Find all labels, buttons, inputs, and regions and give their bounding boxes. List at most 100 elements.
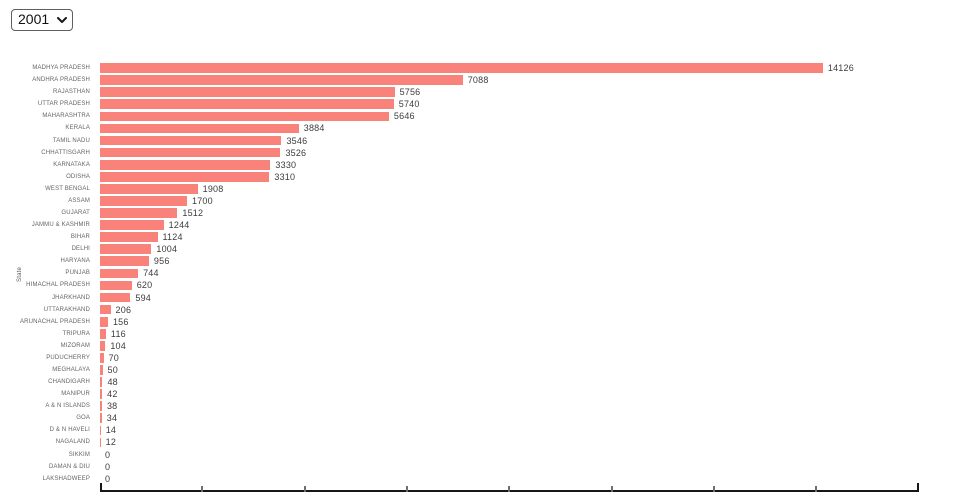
x-axis-tick (303, 486, 306, 492)
bar-row: DELHI 1004 (0, 243, 960, 255)
value-label: 1908 (202, 183, 224, 194)
value-label: 1004 (156, 244, 178, 255)
x-axis-end-tick (100, 483, 102, 492)
bar[interactable] (100, 280, 132, 291)
state-label: CHANDIGARH (48, 379, 90, 386)
bar[interactable] (100, 99, 394, 110)
bar[interactable] (100, 377, 103, 387)
bar[interactable] (100, 208, 178, 218)
value-label: 50 (107, 364, 118, 375)
bar[interactable] (100, 232, 158, 242)
bar[interactable] (100, 328, 106, 339)
bar[interactable] (100, 171, 270, 182)
state-label: LAKSHADWEEP (42, 475, 90, 482)
bar[interactable] (100, 220, 164, 230)
value-label: 7088 (467, 75, 489, 86)
bar[interactable] (100, 135, 282, 146)
bar[interactable] (100, 304, 111, 315)
bar[interactable] (100, 159, 271, 170)
bar-row: JAMMU & KASHMIR 1244 (0, 219, 960, 231)
year-select[interactable]: 2001 (11, 9, 73, 32)
value-label: 156 (112, 316, 129, 327)
state-label: TAMIL NADU (52, 137, 90, 144)
bar[interactable] (100, 425, 101, 436)
bar-row: MADHYA PRADESH 14126 (0, 62, 960, 74)
bar[interactable] (100, 365, 103, 375)
bar-row: HARYANA 956 (0, 255, 960, 267)
state-label: MIZORAM (60, 342, 90, 349)
bar[interactable] (100, 437, 101, 448)
state-label: KARNATAKA (53, 161, 90, 168)
value-label: 14126 (827, 63, 854, 74)
bar[interactable] (100, 75, 463, 85)
state-label: JAMMU & KASHMIR (31, 222, 90, 229)
bar[interactable] (100, 87, 395, 98)
value-label: 0 (105, 473, 111, 484)
state-label: CHHATTISGARH (41, 149, 90, 156)
state-label: HARYANA (60, 258, 90, 265)
state-label: KERALA (65, 125, 90, 132)
x-axis (100, 483, 919, 492)
bar-row: UTTARAKHAND 206 (0, 304, 960, 316)
value-label: 1700 (191, 195, 213, 206)
bar-row: A & N ISLANDS 38 (0, 400, 960, 412)
bar[interactable] (100, 340, 106, 351)
bar-row: HIMACHAL PRADESH 620 (0, 279, 960, 291)
value-label: 42 (107, 389, 118, 400)
bar[interactable] (100, 123, 299, 134)
state-label: GUJARAT (61, 209, 90, 216)
state-label: ARUNACHAL PRADESH (19, 318, 90, 325)
state-label: ODISHA (66, 173, 90, 180)
bar-row: TRIPURA 116 (0, 328, 960, 340)
state-label: GOA (76, 415, 90, 422)
bar-row: BIHAR 1124 (0, 231, 960, 243)
bar[interactable] (100, 256, 149, 267)
value-label: 5740 (398, 99, 420, 110)
state-label: PUNJAB (65, 270, 90, 277)
bar[interactable] (100, 147, 281, 158)
bar-row: MAHARASHTRA 5646 (0, 110, 960, 122)
bar-row: KERALA 3884 (0, 122, 960, 134)
bar[interactable] (100, 413, 102, 424)
bar-row: KARNATAKA 3330 (0, 159, 960, 171)
bar[interactable] (100, 401, 102, 412)
bar-row: CHHATTISGARH 3526 (0, 147, 960, 159)
state-label: DELHI (71, 246, 90, 253)
value-label: 206 (115, 304, 132, 315)
bar[interactable] (100, 292, 131, 303)
bar[interactable] (100, 63, 823, 73)
value-label: 1244 (168, 220, 190, 231)
bar-row: JHARKHAND 594 (0, 291, 960, 303)
bar[interactable] (100, 389, 103, 399)
bar-row: D & N HAVELI 14 (0, 424, 960, 436)
x-axis-tick (815, 486, 818, 492)
year-select-input[interactable]: 2001 (11, 9, 73, 32)
bar-row: GUJARAT 1512 (0, 207, 960, 219)
bar-row: PUNJAB 744 (0, 267, 960, 279)
value-label: 1124 (162, 232, 183, 243)
bar-row: PUDUCHERRY 70 (0, 352, 960, 364)
value-label: 3546 (286, 135, 308, 146)
state-label: D & N HAVELI (49, 427, 90, 434)
value-label: 0 (105, 461, 111, 472)
bar[interactable] (100, 196, 187, 206)
bar[interactable] (100, 111, 389, 122)
value-label: 70 (108, 352, 119, 363)
bar-row: GOA 34 (0, 412, 960, 424)
bar-row: LAKSHADWEEP 0 (0, 473, 960, 485)
bar[interactable] (100, 353, 104, 363)
bar[interactable] (100, 183, 198, 194)
value-label: 0 (105, 449, 111, 460)
value-label: 38 (106, 401, 118, 412)
value-label: 620 (136, 280, 153, 291)
value-label: 1512 (182, 207, 204, 218)
state-label: RAJASTHAN (52, 89, 90, 96)
bar[interactable] (100, 244, 152, 255)
bar[interactable] (100, 316, 108, 327)
state-label: MEGHALAYA (52, 366, 90, 373)
state-label: MADHYA PRADESH (32, 65, 90, 72)
bar[interactable] (100, 268, 139, 279)
bar-row: MIZORAM 104 (0, 340, 960, 352)
state-label: SIKKIM (68, 451, 90, 458)
